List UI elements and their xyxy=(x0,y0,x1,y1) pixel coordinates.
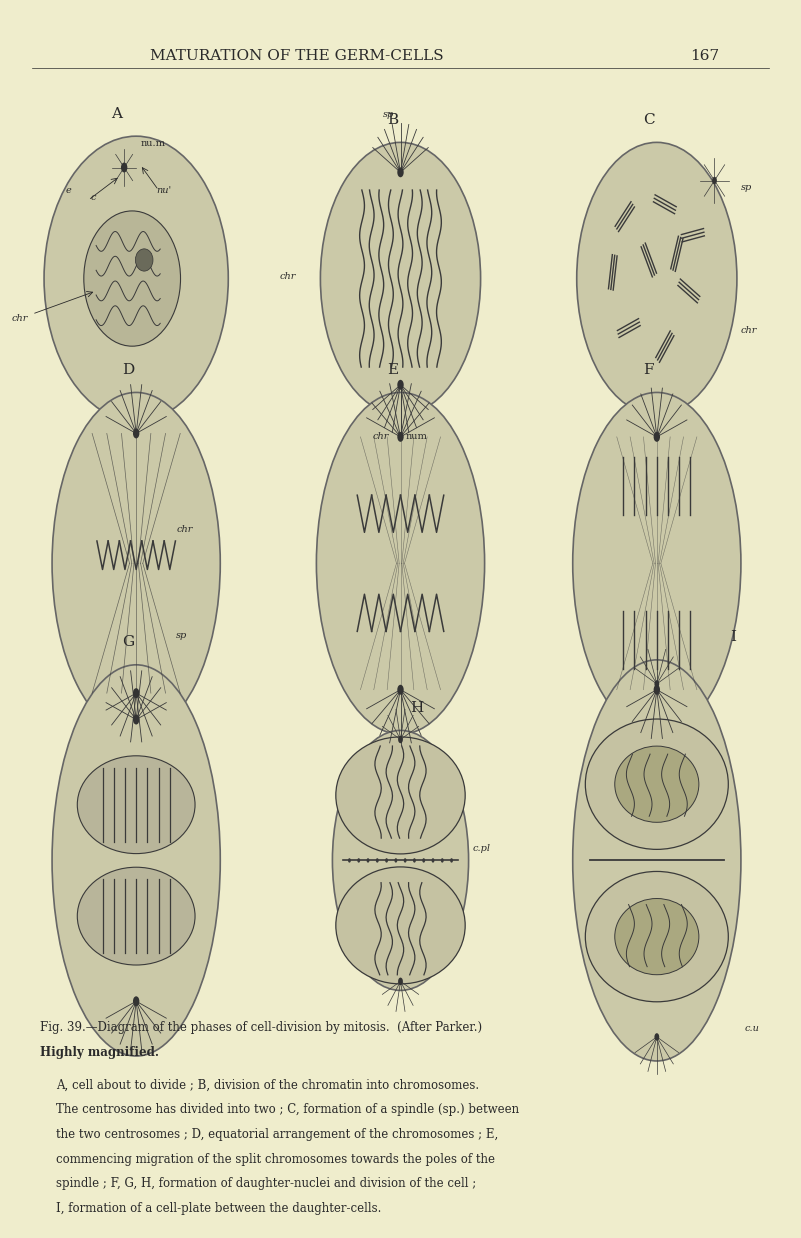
Text: c.pl: c.pl xyxy=(473,843,490,853)
Text: nu.m: nu.m xyxy=(140,139,165,149)
Text: I: I xyxy=(730,630,736,644)
Ellipse shape xyxy=(316,392,485,734)
Circle shape xyxy=(367,858,369,863)
Ellipse shape xyxy=(135,249,153,271)
Text: A, cell about to divide ; B, division of the chromatin into chromosomes.: A, cell about to divide ; B, division of… xyxy=(56,1078,479,1092)
Text: chr: chr xyxy=(372,432,388,442)
Circle shape xyxy=(441,858,444,863)
Circle shape xyxy=(133,997,139,1006)
Text: D: D xyxy=(122,363,135,376)
Text: chr: chr xyxy=(280,271,296,281)
Text: commencing migration of the split chromosomes towards the poles of the: commencing migration of the split chromo… xyxy=(56,1153,495,1166)
Text: I, formation of a cell-plate between the daughter-cells.: I, formation of a cell-plate between the… xyxy=(56,1202,381,1216)
Text: chr: chr xyxy=(12,314,28,323)
Text: sp: sp xyxy=(383,110,394,119)
Ellipse shape xyxy=(44,136,228,421)
Ellipse shape xyxy=(52,665,220,1056)
Text: num: num xyxy=(405,432,428,442)
Text: nu': nu' xyxy=(156,186,171,196)
Text: c: c xyxy=(91,193,96,202)
Circle shape xyxy=(133,714,139,724)
Text: MATURATION OF THE GERM-CELLS: MATURATION OF THE GERM-CELLS xyxy=(150,48,443,63)
Circle shape xyxy=(654,432,660,442)
Text: the two centrosomes ; D, equatorial arrangement of the chromosomes ; E,: the two centrosomes ; D, equatorial arra… xyxy=(56,1128,498,1141)
Ellipse shape xyxy=(586,872,728,1002)
Circle shape xyxy=(133,428,139,438)
Ellipse shape xyxy=(320,142,481,415)
Circle shape xyxy=(398,735,403,743)
Text: The centrosome has divided into two ; C, formation of a spindle (sp.) between: The centrosome has divided into two ; C,… xyxy=(56,1103,519,1117)
Ellipse shape xyxy=(78,755,195,854)
Text: c.u: c.u xyxy=(745,1024,760,1032)
Circle shape xyxy=(654,680,659,687)
Circle shape xyxy=(348,858,351,863)
Circle shape xyxy=(404,858,407,863)
Ellipse shape xyxy=(52,392,220,734)
Circle shape xyxy=(413,858,416,863)
Text: chr: chr xyxy=(741,326,757,335)
Ellipse shape xyxy=(573,392,741,734)
Circle shape xyxy=(397,380,404,390)
Text: chr: chr xyxy=(176,525,192,535)
Text: Highly magnified.: Highly magnified. xyxy=(40,1046,159,1060)
Ellipse shape xyxy=(586,719,728,849)
Ellipse shape xyxy=(577,142,737,415)
Circle shape xyxy=(397,167,404,177)
Circle shape xyxy=(357,858,360,863)
Text: e: e xyxy=(65,186,71,196)
Text: Fig. 39.—Diagram of the phases of cell-division by mitosis.  (After Parker.): Fig. 39.—Diagram of the phases of cell-d… xyxy=(40,1021,482,1035)
Circle shape xyxy=(712,177,717,184)
Text: H: H xyxy=(410,701,423,714)
Circle shape xyxy=(397,432,404,442)
Circle shape xyxy=(432,858,434,863)
Text: sp: sp xyxy=(176,630,187,640)
Ellipse shape xyxy=(573,660,741,1061)
Circle shape xyxy=(376,858,379,863)
Ellipse shape xyxy=(332,730,469,990)
Circle shape xyxy=(394,858,397,863)
Text: A: A xyxy=(111,106,122,120)
Circle shape xyxy=(654,685,660,695)
Text: F: F xyxy=(643,363,654,376)
Circle shape xyxy=(385,858,388,863)
Text: sp: sp xyxy=(741,183,752,192)
Text: C: C xyxy=(643,113,654,126)
Ellipse shape xyxy=(84,210,180,347)
Text: 167: 167 xyxy=(690,48,719,63)
Text: B: B xyxy=(387,113,398,126)
Circle shape xyxy=(397,685,404,695)
Circle shape xyxy=(121,162,127,172)
Ellipse shape xyxy=(615,747,698,822)
Ellipse shape xyxy=(336,737,465,854)
Circle shape xyxy=(450,858,453,863)
Text: spindle ; F, G, H, formation of daughter-nuclei and division of the cell ;: spindle ; F, G, H, formation of daughter… xyxy=(56,1177,477,1191)
Circle shape xyxy=(398,978,403,985)
Circle shape xyxy=(422,858,425,863)
Circle shape xyxy=(654,1034,659,1041)
Circle shape xyxy=(133,688,139,698)
Ellipse shape xyxy=(336,867,465,984)
Text: E: E xyxy=(387,363,398,376)
Text: G: G xyxy=(122,635,135,649)
Ellipse shape xyxy=(615,899,698,974)
Ellipse shape xyxy=(78,867,195,966)
